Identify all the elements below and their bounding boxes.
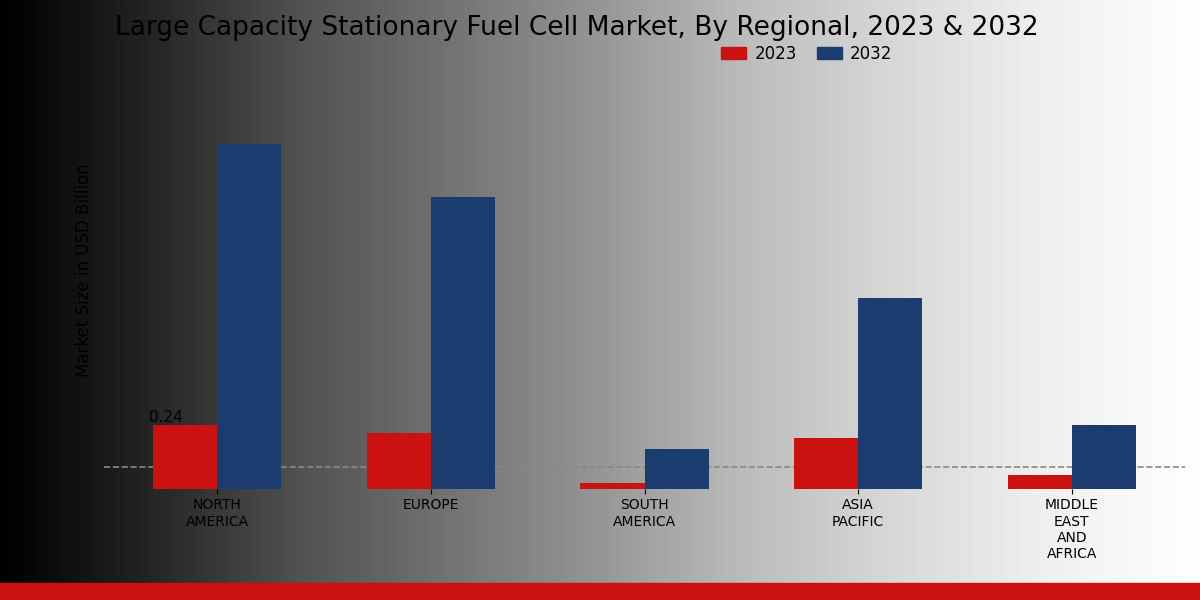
Bar <box>1008 475 1072 488</box>
Bar <box>858 298 923 488</box>
Text: 0.24: 0.24 <box>149 410 182 425</box>
Bar <box>644 449 709 488</box>
Bar <box>367 433 431 488</box>
Bar <box>154 425 217 488</box>
Bar <box>581 484 644 488</box>
Y-axis label: Market Size in USD Billion: Market Size in USD Billion <box>74 163 94 377</box>
Bar <box>794 439 858 488</box>
Text: Large Capacity Stationary Fuel Cell Market, By Regional, 2023 & 2032: Large Capacity Stationary Fuel Cell Mark… <box>115 15 1038 41</box>
Legend: 2023, 2032: 2023, 2032 <box>714 38 899 70</box>
Bar <box>431 197 496 488</box>
Bar <box>1072 425 1136 488</box>
Bar <box>217 145 282 488</box>
